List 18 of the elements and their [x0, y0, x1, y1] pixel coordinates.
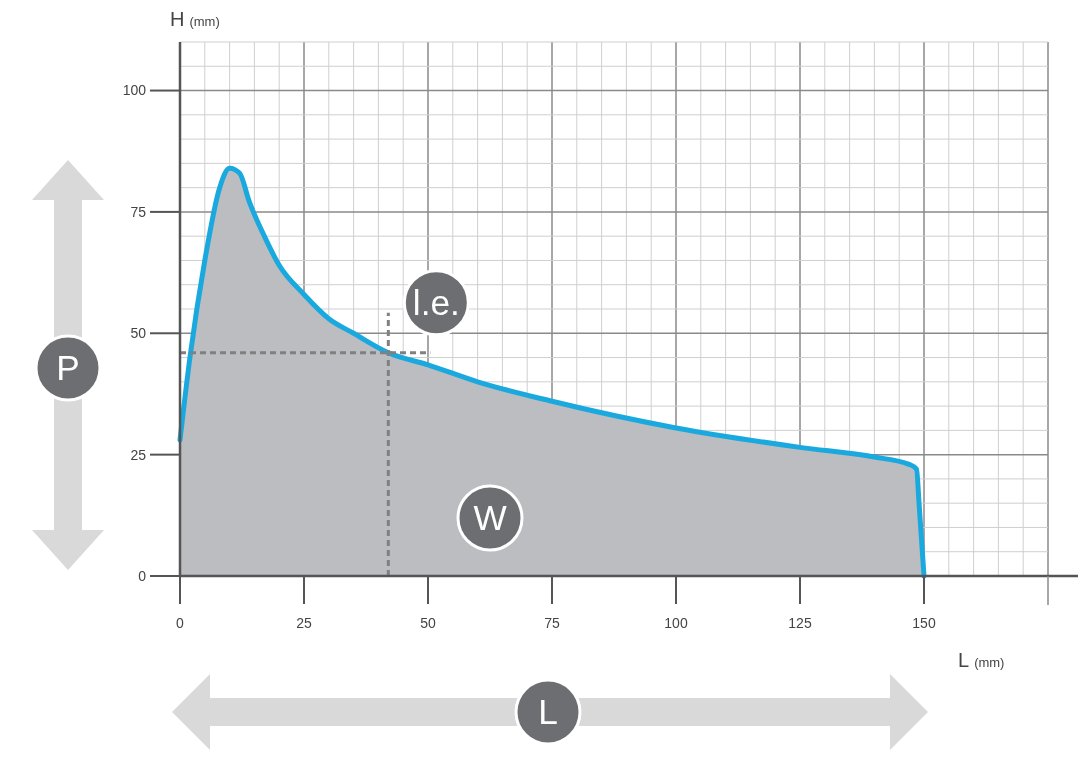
x-axis-title: L (mm)	[958, 649, 1005, 671]
y-tick-label: 100	[122, 82, 147, 99]
x-tick-label: 50	[420, 615, 436, 631]
x-tick-label: 0	[176, 615, 185, 631]
annotation: W	[473, 498, 508, 538]
x-tick-label: 125	[788, 615, 812, 631]
y-tick-label: 0	[138, 567, 147, 584]
text: L	[538, 692, 558, 732]
text: P	[56, 348, 80, 388]
y-tick-label: 25	[130, 446, 147, 463]
annotation: l.e.	[412, 283, 460, 323]
x-tick-label: 75	[544, 615, 560, 631]
y-tick-label: 50	[130, 325, 147, 342]
y-axis-title: H (mm)	[170, 8, 220, 30]
x-tick-label: 25	[296, 615, 312, 631]
x-tick-label: 150	[912, 615, 936, 631]
x-tick-label: 100	[664, 615, 688, 631]
y-tick-label: 75	[130, 203, 147, 220]
